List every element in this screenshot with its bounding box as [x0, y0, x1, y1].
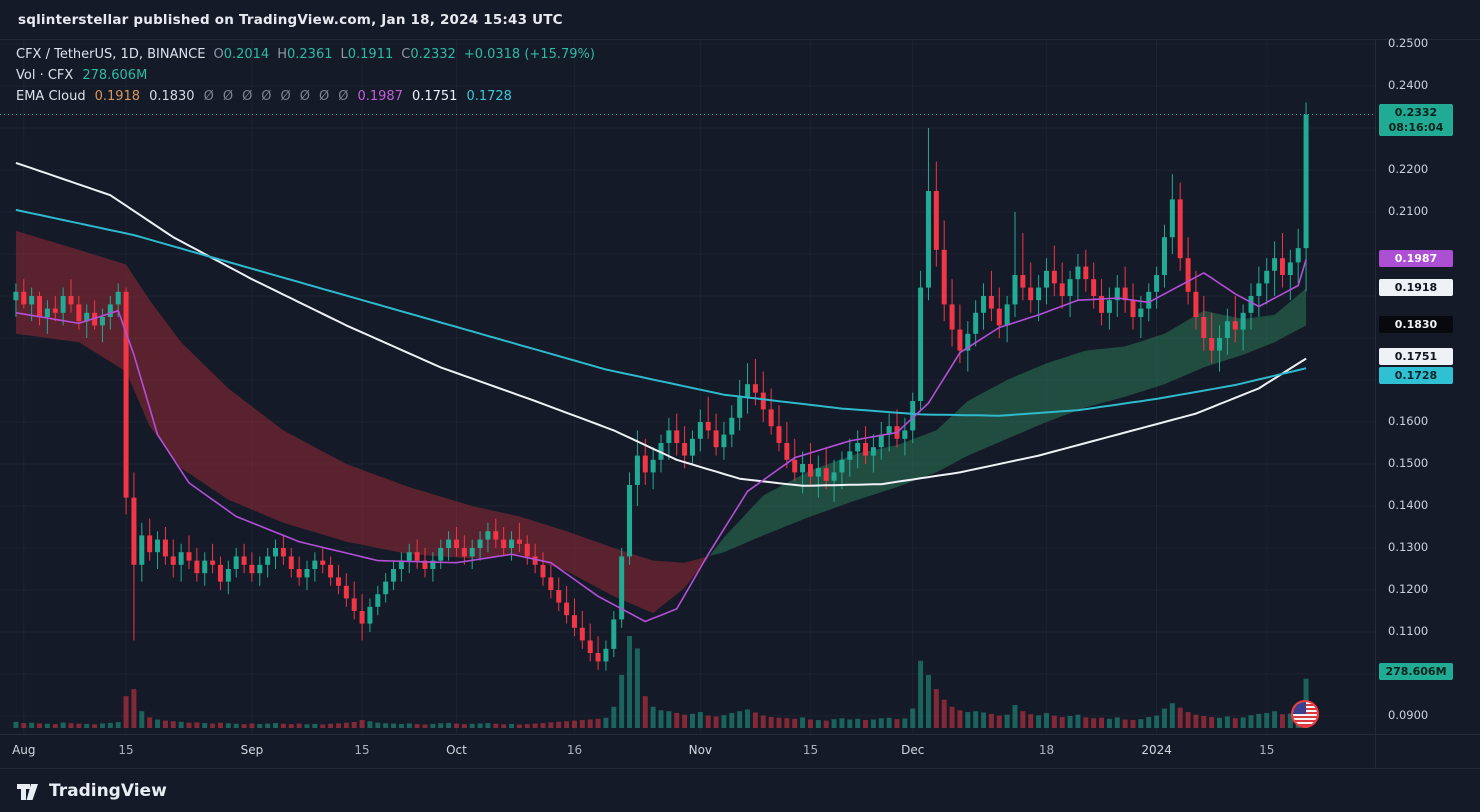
publish-info-text: sqlinterstellar published on TradingView…	[18, 11, 563, 28]
price-tick: 0.1500	[1388, 456, 1429, 470]
ema-white-badge: 0.1751	[1379, 347, 1453, 365]
ema-value: 0.1918	[94, 89, 141, 104]
ema-teal-line	[15, 208, 1307, 417]
legend-ema-cloud-row: EMA Cloud 0.1918 0.1830 Ø Ø Ø Ø Ø Ø Ø Ø 0.1987 0.175…	[16, 86, 595, 107]
ema-value: 0.1830	[149, 89, 195, 104]
time-label-Oct: Oct	[446, 743, 467, 757]
time-label-15: 15	[354, 743, 370, 757]
time-label-Aug: Aug	[12, 743, 36, 757]
ema-value: Ø	[280, 89, 291, 104]
time-label-Nov: Nov	[688, 743, 713, 757]
symbol-title[interactable]: CFX / TetherUS, 1D, BINANCE	[16, 47, 206, 62]
time-label-16: 16	[566, 743, 583, 757]
price-tick: 0.1400	[1388, 498, 1429, 512]
ema-value: Ø	[319, 89, 330, 104]
time-label-15: 15	[118, 743, 134, 757]
ohlc-key: L	[340, 47, 348, 62]
ema-cloud-fast-badge: 0.1918	[1379, 279, 1453, 297]
ema-value: Ø	[261, 89, 272, 104]
us-flag-event-marker[interactable]	[1291, 700, 1319, 728]
ema-value: Ø	[242, 89, 253, 104]
ohlc-value-high: 0.2361	[287, 47, 333, 62]
ema-value: Ø	[203, 89, 214, 104]
time-label-18: 18	[1038, 743, 1055, 757]
time-label-15: 15	[1259, 743, 1275, 757]
ohlc-key: C	[401, 47, 411, 62]
footer-bar: TradingView	[0, 768, 1480, 812]
ohlc-key: H	[277, 47, 287, 62]
change-value: +0.0318 (+15.79%)	[463, 47, 595, 62]
ema-teal-badge: 0.1728	[1379, 367, 1453, 385]
ema-value: Ø	[222, 89, 234, 104]
ema-white-line	[15, 161, 1307, 487]
price-tick: 0.0900	[1388, 708, 1429, 722]
price-tick: 0.2500	[1388, 36, 1429, 50]
ema-value: Ø	[299, 89, 310, 104]
time-axis-separator	[0, 734, 1480, 735]
chart-area[interactable]: CFX / TetherUS, 1D, BINANCE O0.2014 H0.236…	[0, 36, 1480, 768]
ohlc-value-open: 0.2014	[223, 47, 270, 62]
volume-badge: 278.606M	[1379, 662, 1453, 680]
flag-blue-field	[1293, 702, 1307, 714]
ema-value: 0.1751	[411, 89, 458, 104]
publish-info-bar: sqlinterstellar published on TradingView…	[0, 0, 1480, 40]
price-tick: 0.2200	[1388, 162, 1429, 176]
ema-cloud-values: 0.1918 0.1830 Ø Ø Ø Ø Ø Ø Ø Ø 0.1987 0.1751 0.1728	[86, 89, 512, 104]
time-label-Sep: Sep	[240, 743, 264, 757]
ema-purple-badge: 0.1987	[1379, 250, 1453, 268]
grid-layer	[0, 40, 1375, 734]
price-tick: 0.2400	[1388, 78, 1429, 92]
price-tick: 0.1600	[1388, 414, 1429, 428]
volume-label[interactable]: Vol · CFX	[16, 68, 74, 83]
ema-value: 0.1728	[466, 89, 512, 104]
candlestick-chart[interactable]	[0, 40, 1375, 734]
last-price-badge: 0.2332 08:16:04	[1379, 103, 1453, 136]
time-label-15: 15	[802, 743, 819, 757]
legend-symbol-row: CFX / TetherUS, 1D, BINANCE O0.2014 H0.236…	[16, 44, 595, 65]
price-tick: 0.2100	[1388, 204, 1429, 218]
price-tick: 0.1200	[1388, 582, 1429, 596]
ema-purple-line	[15, 259, 1307, 623]
legend-volume-row: Vol · CFX 278.606M	[16, 65, 595, 86]
ema-cloud-label[interactable]: EMA Cloud	[16, 89, 86, 104]
time-label-Dec: Dec	[901, 743, 925, 757]
ohlc-key: O	[213, 47, 224, 62]
ema-cloud-slow-badge: 0.1830	[1379, 316, 1453, 334]
ema-value: Ø	[338, 89, 349, 104]
volume-value: 278.606M	[82, 68, 148, 83]
tradingview-logo-icon[interactable]	[16, 779, 40, 803]
ohlc-value-low: 0.1911	[347, 47, 394, 62]
price-tick: 0.1300	[1388, 540, 1429, 554]
time-axis[interactable]: Aug 15 Sep 15 Oct 16 Nov 15 Dec 18 2024 15	[0, 734, 1375, 768]
time-label-2024: 2024	[1141, 743, 1172, 757]
legend: CFX / TetherUS, 1D, BINANCE O0.2014 H0.236…	[16, 44, 595, 107]
price-axis[interactable]: 0.2500 0.2400 0.2200 0.2100 0.1600 0.1500 0.14…	[1375, 36, 1480, 768]
price-tick: 0.1100	[1388, 624, 1429, 638]
ohlc-value-close: 0.2332	[410, 47, 456, 62]
ema-value: 0.1987	[357, 89, 403, 104]
tradingview-logo-text[interactable]: TradingView	[49, 780, 167, 801]
volume-layer	[13, 636, 1309, 728]
